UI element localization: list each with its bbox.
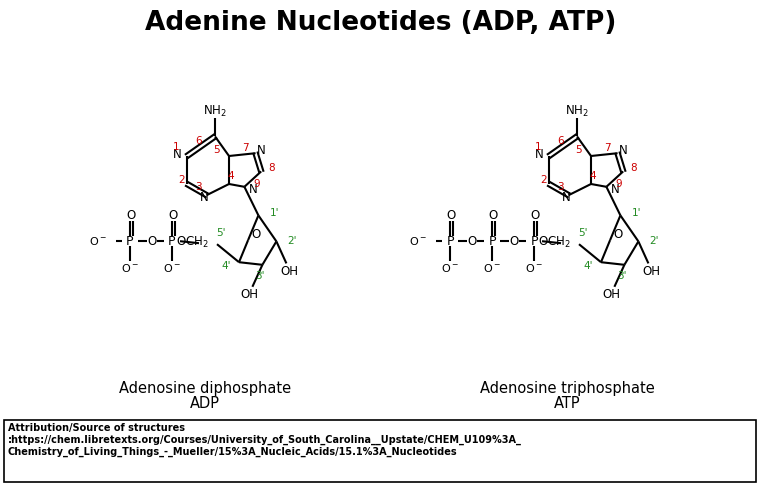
Text: O$^-$: O$^-$ xyxy=(163,262,181,274)
Text: O: O xyxy=(147,235,157,248)
Text: 9: 9 xyxy=(616,179,622,189)
Text: O: O xyxy=(467,235,476,248)
Text: P: P xyxy=(168,235,176,248)
Text: 3': 3' xyxy=(618,271,627,281)
Text: O: O xyxy=(251,227,261,241)
Text: N: N xyxy=(562,191,571,204)
Text: 1': 1' xyxy=(632,208,641,218)
Text: 4: 4 xyxy=(227,171,234,181)
Text: N: N xyxy=(257,144,265,156)
Text: O: O xyxy=(447,208,456,222)
Text: Adenine Nucleotides (ADP, ATP): Adenine Nucleotides (ADP, ATP) xyxy=(146,10,616,36)
Text: P: P xyxy=(126,235,134,248)
Text: O$^-$: O$^-$ xyxy=(441,262,459,274)
Text: NH$_2$: NH$_2$ xyxy=(565,104,589,119)
Text: O$^-$: O$^-$ xyxy=(409,235,427,247)
Text: O: O xyxy=(530,208,539,222)
Text: O: O xyxy=(509,235,519,248)
Text: 9: 9 xyxy=(254,179,260,189)
Text: 2': 2' xyxy=(649,236,659,246)
Text: 5: 5 xyxy=(213,145,220,155)
Text: OH: OH xyxy=(603,288,620,301)
Text: NH$_2$: NH$_2$ xyxy=(203,104,227,119)
Text: OH: OH xyxy=(240,288,258,301)
Text: O$^-$: O$^-$ xyxy=(121,262,139,274)
Text: 4': 4' xyxy=(221,261,231,271)
Text: 3: 3 xyxy=(195,182,202,192)
Text: N: N xyxy=(173,149,182,161)
Text: 5': 5' xyxy=(578,228,588,238)
Text: 4: 4 xyxy=(589,171,596,181)
Text: Attribution/Source of structures
:https://chem.libretexts.org/Courses/University: Attribution/Source of structures :https:… xyxy=(8,423,522,457)
Text: P: P xyxy=(530,235,538,248)
Text: 8: 8 xyxy=(268,163,275,174)
Text: OH: OH xyxy=(642,265,661,278)
Text: 6: 6 xyxy=(196,137,203,146)
Text: O: O xyxy=(168,208,178,222)
Text: 7: 7 xyxy=(604,143,611,153)
Text: 5: 5 xyxy=(575,145,582,155)
Text: 3': 3' xyxy=(255,271,265,281)
Text: O: O xyxy=(488,208,498,222)
Text: 2: 2 xyxy=(178,175,185,185)
Text: OCH$_2$: OCH$_2$ xyxy=(176,235,209,250)
Text: N: N xyxy=(619,144,627,156)
Text: ATP: ATP xyxy=(554,396,581,411)
Text: 2': 2' xyxy=(287,236,297,246)
Text: O: O xyxy=(613,227,623,241)
Text: N: N xyxy=(610,183,620,196)
Text: OCH$_2$: OCH$_2$ xyxy=(538,235,571,250)
Text: ADP: ADP xyxy=(190,396,220,411)
Text: 1': 1' xyxy=(270,208,279,218)
Text: 7: 7 xyxy=(242,143,249,153)
Text: 6: 6 xyxy=(558,137,565,146)
Text: P: P xyxy=(447,235,453,248)
Text: 1: 1 xyxy=(173,142,179,152)
Text: O$^-$: O$^-$ xyxy=(483,262,501,274)
Text: N: N xyxy=(535,149,544,161)
Text: 3: 3 xyxy=(557,182,564,192)
Text: Adenosine triphosphate: Adenosine triphosphate xyxy=(479,382,655,397)
Text: N: N xyxy=(248,183,257,196)
Text: Adenosine diphosphate: Adenosine diphosphate xyxy=(119,382,291,397)
Text: 4': 4' xyxy=(583,261,593,271)
Text: 5': 5' xyxy=(216,228,226,238)
Text: O: O xyxy=(126,208,136,222)
Text: OH: OH xyxy=(280,265,299,278)
Text: O$^-$: O$^-$ xyxy=(89,235,107,247)
FancyBboxPatch shape xyxy=(4,420,756,482)
Text: N: N xyxy=(200,191,209,204)
Text: O$^-$: O$^-$ xyxy=(525,262,543,274)
Text: 2: 2 xyxy=(540,175,547,185)
Text: 1: 1 xyxy=(535,142,541,152)
Text: 8: 8 xyxy=(630,163,637,174)
Text: P: P xyxy=(488,235,496,248)
